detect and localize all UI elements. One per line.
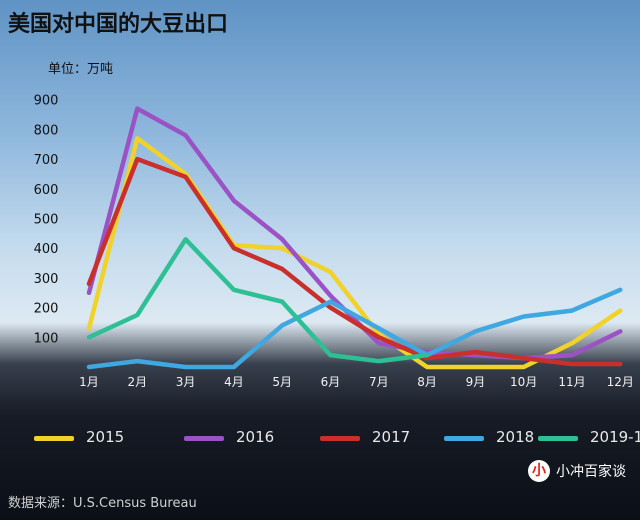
x-tick-label-10: 10月 [510, 375, 537, 389]
x-tick-label-8: 8月 [417, 375, 437, 389]
y-tick-label-100: 100 [34, 331, 59, 346]
legend-label-2019: 2019-1-8 [590, 428, 640, 446]
series-line-2017 [86, 156, 623, 367]
y-tick-label-400: 400 [34, 242, 59, 257]
series-line-2015 [86, 136, 623, 370]
y-tick-label-500: 500 [34, 213, 59, 228]
x-tick-label-2: 2月 [127, 375, 147, 389]
legend-swatch-2018 [444, 436, 484, 441]
x-tick-label-5: 5月 [272, 375, 292, 389]
legend-label-2015: 2015 [86, 428, 125, 446]
legend: 2015 2016 2017 2018 2019-1-8 [34, 428, 640, 450]
watermark: 小 小冲百家谈 [528, 459, 626, 483]
x-tick-label-9: 9月 [466, 375, 486, 389]
series-line-2018 [86, 287, 623, 370]
x-tick-label-1: 1月 [79, 375, 99, 389]
y-tick-label-300: 300 [34, 272, 59, 287]
legend-swatch-2015 [34, 436, 74, 441]
chart-title: 美国对中国的大豆出口 [8, 12, 229, 37]
x-tick-label-12: 12月 [607, 375, 634, 389]
legend-swatch-2019 [538, 436, 578, 441]
x-tick-label-4: 4月 [224, 375, 244, 389]
x-tick-label-6: 6月 [321, 375, 341, 389]
legend-label-2017: 2017 [372, 428, 411, 446]
legend-swatch-2016 [184, 436, 224, 441]
y-tick-label-800: 800 [34, 123, 59, 138]
series-line-2019-1-8 [86, 237, 430, 364]
y-tick-label-200: 200 [34, 302, 59, 317]
y-tick-label-700: 700 [34, 153, 59, 168]
legend-swatch-2017 [320, 436, 360, 441]
legend-label-2018: 2018 [496, 428, 535, 446]
y-tick-label-900: 900 [34, 94, 59, 109]
x-tick-label-7: 7月 [369, 375, 389, 389]
y-tick-label-600: 600 [34, 183, 59, 198]
data-source: 数据来源：U.S.Census Bureau [8, 496, 197, 511]
x-tick-label-3: 3月 [176, 375, 196, 389]
x-tick-label-11: 11月 [558, 375, 585, 389]
y-axis-unit-label: 单位：万吨 [48, 62, 114, 77]
legend-label-2016: 2016 [236, 428, 275, 446]
watermark-text: 小冲百家谈 [556, 464, 626, 480]
watermark-icon: 小 [528, 460, 550, 482]
